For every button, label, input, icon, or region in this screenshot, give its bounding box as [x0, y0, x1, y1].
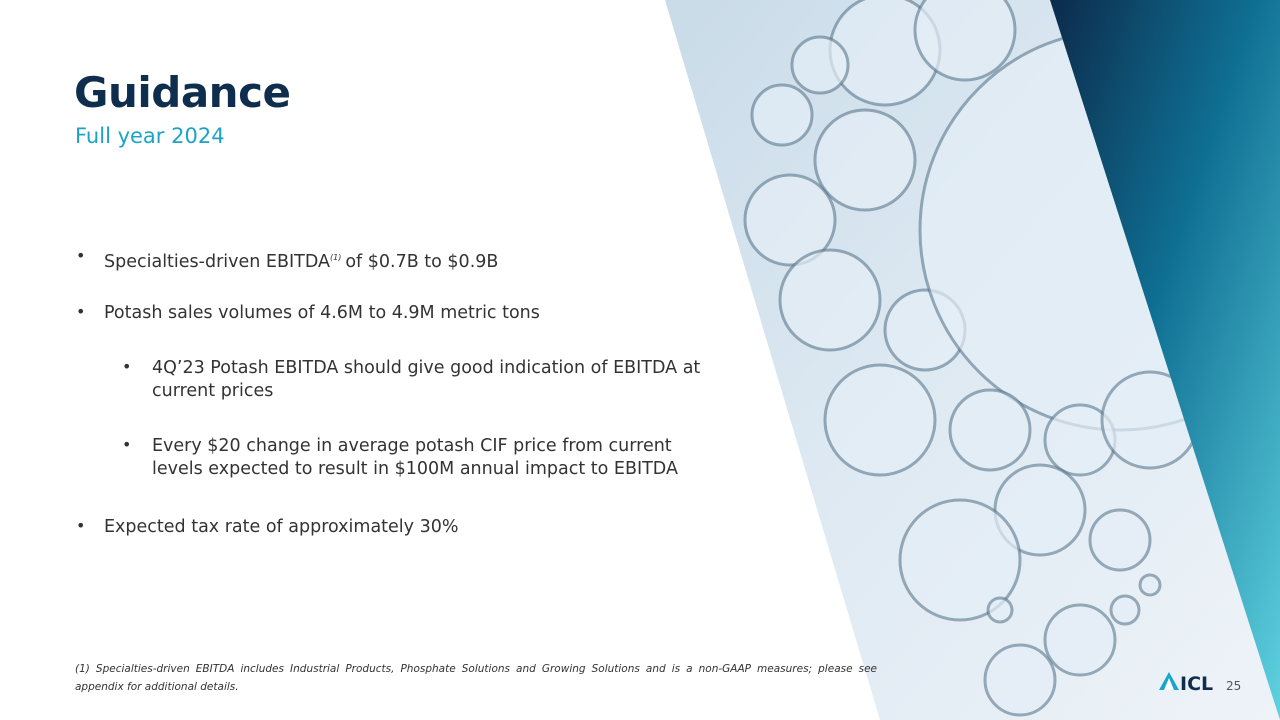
bullet-text: of $0.7B to $0.9B — [345, 252, 499, 272]
footnote: (1) Specialties-driven EBITDA includes I… — [75, 663, 877, 693]
bullet-dot: • — [76, 516, 86, 535]
bullet-dot: • — [122, 357, 132, 376]
sub-bullet: 4Q’23 Potash EBITDA should give good ind… — [152, 358, 701, 401]
footnote-ref: (1) — [329, 253, 342, 262]
bullet-dot: • — [76, 246, 86, 265]
sub-bullet: Every $20 change in average potash CIF p… — [152, 436, 678, 479]
title: Guidance — [74, 68, 291, 117]
page-number: 25 — [1226, 679, 1242, 693]
logo: ICL — [1180, 673, 1214, 695]
subtitle: Full year 2024 — [75, 124, 225, 148]
bullet-dot: • — [122, 435, 132, 454]
bullet: Specialties-driven EBITDA(1) of $0.7B to … — [104, 246, 664, 274]
bullet-text: Specialties-driven EBITDA — [104, 252, 330, 272]
logo-icon — [1159, 672, 1179, 690]
bullet: Expected tax rate of approximately 30% — [104, 517, 459, 537]
bullet: Potash sales volumes of 4.6M to 4.9M met… — [104, 303, 540, 323]
bullet-dot: • — [76, 302, 86, 321]
